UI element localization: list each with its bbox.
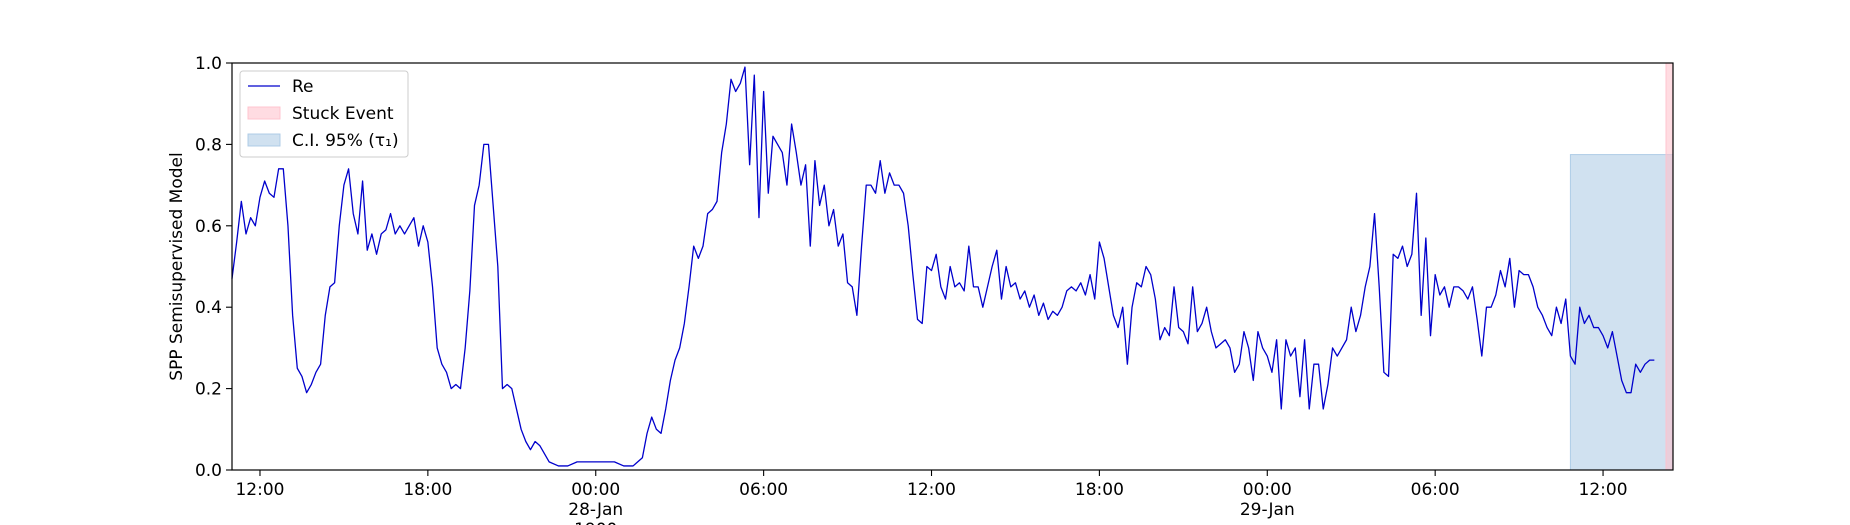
legend-swatch-patch: [247, 106, 281, 120]
legend-label: C.I. 95% (τ₁): [292, 131, 399, 151]
y-tick-label: 0.6: [195, 217, 222, 237]
legend: Re Stuck Event C.I. 95% (τ₁): [239, 70, 409, 158]
legend-label: Re: [292, 77, 314, 97]
series-group: [231, 66, 1655, 467]
legend-swatch-patch: [247, 133, 281, 147]
legend-box: [239, 70, 409, 158]
x-tick-date-label: 28-Jan: [568, 500, 623, 520]
shaded-region-1: [1665, 62, 1674, 471]
x-tick-label: 00:00: [571, 480, 620, 500]
series-line-re: [231, 66, 1655, 467]
y-axis-label: SPP Semisupervised Model: [167, 152, 187, 380]
y-axis: 0.0 0.2 0.4 0.6 0.8 1.0: [195, 54, 232, 481]
x-tick-date-label: 29-Jan: [1240, 500, 1295, 520]
y-tick-label: 0.0: [195, 461, 222, 481]
y-tick-label: 0.4: [195, 298, 222, 318]
x-axis: 12:0018:0000:0028-Jan190006:0012:0018:00…: [235, 470, 1628, 525]
shaded-region-0: [1569, 154, 1674, 471]
axes-frame: [231, 62, 1674, 471]
x-tick-label: 12:00: [235, 480, 284, 500]
x-tick-label: 18:00: [403, 480, 452, 500]
x-tick-year-label: 1900: [574, 520, 617, 525]
y-tick-label: 0.2: [195, 380, 222, 400]
y-tick-label: 1.0: [195, 54, 222, 74]
y-tick-label: 0.8: [195, 135, 222, 155]
x-tick-label: 00:00: [1243, 480, 1292, 500]
x-tick-label: 12:00: [907, 480, 956, 500]
x-tick-label: 12:00: [1579, 480, 1628, 500]
x-tick-label: 18:00: [1075, 480, 1124, 500]
shaded-regions: [1569, 62, 1674, 471]
x-tick-label: 06:00: [1411, 480, 1460, 500]
legend-label: Stuck Event: [292, 104, 394, 124]
x-tick-label: 06:00: [739, 480, 788, 500]
